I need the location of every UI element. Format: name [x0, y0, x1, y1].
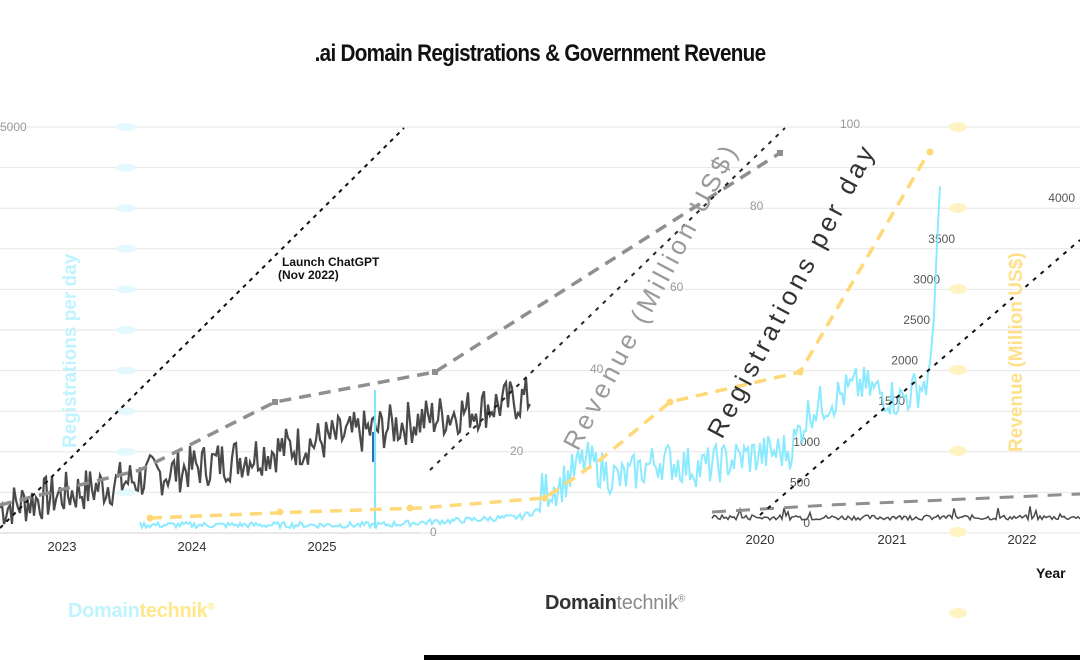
annotation-line1: Launch ChatGPT: [282, 255, 380, 269]
faint-tick-mark: [949, 365, 967, 375]
x-tick-label: 2022: [1008, 532, 1037, 547]
faint-tick-mark: [116, 488, 136, 497]
registrations-blue-line: [139, 186, 941, 531]
x-tick-label: 2025: [308, 539, 337, 554]
reg-tick-label: 3000: [913, 272, 940, 286]
revenue-yellow-point: [406, 504, 414, 512]
revenue-yellow-point: [276, 508, 284, 516]
faint-tick-mark: [116, 447, 136, 456]
faint-tick-mark: [116, 407, 136, 416]
domaintechnik-logo-faint: Domaintechnik®: [68, 600, 215, 622]
bottom-bar: [424, 655, 1080, 660]
chatgpt-launch-dotted-line-2: [429, 127, 786, 471]
revenue-yellow-point: [146, 514, 154, 522]
revenue-yellow-point: [796, 368, 804, 376]
left-top-tick: 5000: [0, 120, 27, 134]
revenue-yellow-point: [541, 494, 549, 502]
revenue-yellow-point: [926, 148, 934, 156]
faint-tick-mark: [116, 163, 136, 172]
revenue-y-axis-ticks: 0 20 40 60 80 100: [430, 117, 860, 539]
faint-tick-mark: [116, 123, 136, 131]
registrations-blue-series: [139, 186, 941, 531]
reg-tick-label: 500: [790, 475, 810, 489]
left-y-axis-ticks: 500 0: [0, 120, 967, 618]
right-y-axis-label: Revenue (Million US$): [1006, 252, 1027, 452]
right-y-axis-ticks: 050010001500200025003000350040004500: [790, 191, 1075, 530]
faint-tick-mark: [949, 122, 967, 132]
reg-tick-label: 1000: [793, 435, 820, 449]
revenue-yellow-line: [149, 149, 932, 520]
revenue-gray-point: [777, 150, 783, 156]
revenue-gray-flat-line: [711, 492, 1080, 514]
chatgpt-launch-line: [0, 127, 1080, 529]
reg-tick-label: 2000: [891, 354, 918, 368]
revenue-gray-point: [432, 369, 438, 375]
x-tick-label: 2020: [746, 532, 775, 547]
faint-tick-mark: [116, 285, 136, 294]
revenue-tick-label: 40: [590, 362, 604, 376]
left-y-axis-label: Registrations per day: [60, 253, 81, 448]
registrations-dark-line: [0, 377, 531, 525]
gridlines: [0, 126, 1080, 534]
revenue-yellow-point: [666, 398, 674, 406]
x-tick-label: 2021: [878, 532, 907, 547]
x-axis-ticks: 2023 2024 2025 2020 2021 2022: [0, 532, 1036, 554]
faint-tick-mark: [116, 244, 136, 253]
reg-tick-label: 4000: [1048, 191, 1075, 205]
revenue-tick-label: 60: [670, 280, 684, 294]
faint-tick-mark: [949, 527, 967, 537]
registrations-dark-flat-line: [711, 506, 1080, 523]
revenue-gray-point: [272, 399, 278, 405]
x-tick-label: 2023: [48, 539, 77, 554]
revenue-tick-label: 100: [840, 117, 860, 131]
faint-tick-mark: [949, 203, 967, 213]
revenue-series: [0, 148, 1080, 522]
annotation-line2: (Nov 2022): [278, 268, 339, 282]
chart-title: .ai Domain Registrations & Government Re…: [314, 40, 766, 67]
faint-tick-mark: [949, 608, 967, 618]
reg-tick-label: 0: [803, 516, 810, 530]
faint-tick-mark: [949, 446, 967, 456]
reg-tick-label: 2500: [903, 313, 930, 327]
chatgpt-launch-dotted-line-3: [759, 239, 1080, 516]
revenue-tick-label: 0: [430, 525, 437, 539]
faint-tick-mark: [116, 204, 136, 213]
revenue-tick-label: 20: [510, 444, 524, 458]
reg-tick-label: 3500: [928, 232, 955, 246]
faint-tick-mark: [116, 326, 136, 334]
faint-tick-mark: [949, 284, 967, 294]
revenue-tick-label: 80: [750, 199, 764, 213]
x-axis-label: Year: [1036, 565, 1066, 581]
faint-tick-mark: [116, 366, 136, 375]
domaintechnik-logo: Domaintechnik®: [545, 592, 685, 614]
x-tick-label: 2024: [178, 539, 207, 554]
